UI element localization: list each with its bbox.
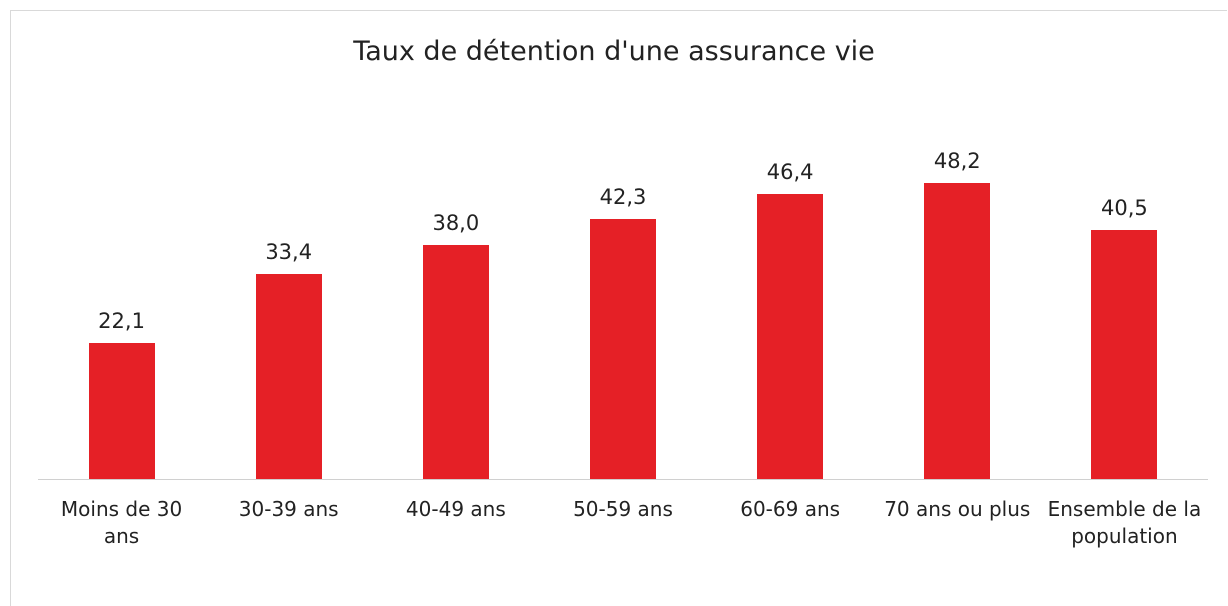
x-tick-label: 40-49 ans	[405, 497, 506, 521]
bar	[88, 343, 155, 479]
x-axis	[38, 479, 1208, 480]
bar	[422, 245, 489, 479]
data-label: 40,5	[1101, 195, 1148, 220]
x-tick-label: 60-69 ans	[740, 497, 841, 521]
bar	[1091, 229, 1158, 479]
chart-frame	[10, 10, 1227, 606]
x-tick-label: Ensemble de la population	[1047, 497, 1202, 548]
x-tick-label: Moins de 30 ans	[60, 497, 183, 548]
data-label: 22,1	[98, 309, 145, 334]
x-tick-label: 70 ans ou plus	[884, 497, 1031, 521]
bar	[255, 273, 322, 479]
chart-title: Taux de détention d'une assurance vie	[353, 36, 875, 67]
x-tick-label: 30-39 ans	[238, 497, 339, 521]
data-label: 48,2	[933, 148, 981, 173]
bar	[590, 218, 656, 479]
bar	[924, 182, 991, 479]
data-label: 42,3	[599, 184, 647, 209]
x-tick-label: 50-59 ans	[573, 497, 673, 521]
data-label: 33,4	[265, 239, 313, 264]
data-label: 46,4	[766, 159, 814, 184]
data-label: 38,0	[432, 211, 480, 236]
bar	[757, 193, 824, 479]
